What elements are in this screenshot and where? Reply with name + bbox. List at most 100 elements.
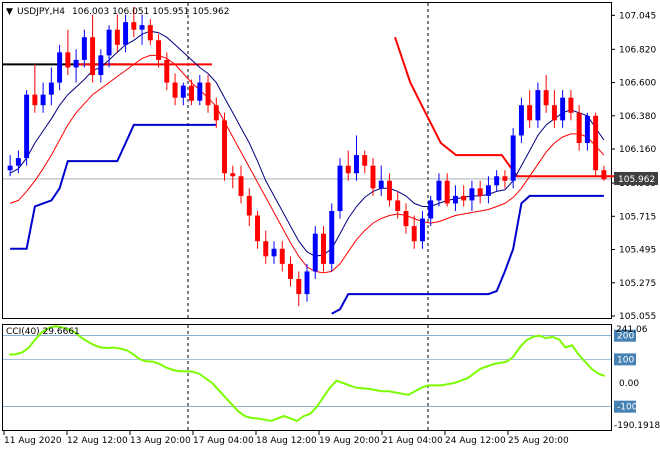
candle-body (395, 200, 401, 211)
time-label: 19 Aug 20:00 (319, 436, 380, 446)
price-tick-label: 106.160 (619, 145, 656, 155)
cci-level-tag (614, 329, 636, 342)
candle-body (518, 105, 524, 136)
symbol-timeframe: USDJPY,H4 (17, 7, 65, 17)
candle-body (584, 115, 590, 144)
candle-body (321, 233, 326, 264)
channel-high-line (394, 36, 624, 178)
candle-body (510, 135, 516, 181)
candle-body (593, 115, 599, 171)
cci-zero-label: 0.00 (619, 379, 639, 389)
time-label: 24 Aug 12:00 (445, 436, 506, 446)
candle-body (48, 82, 54, 95)
candle-body (263, 241, 269, 257)
candle-body (428, 200, 434, 219)
cci-level-label: 100 (617, 355, 634, 365)
price-tick-label: 105.055 (619, 312, 656, 322)
candle-body (114, 29, 120, 45)
candle-body (81, 37, 87, 60)
candle-body (180, 85, 186, 98)
candle-body (65, 52, 71, 68)
panel-frames (2, 2, 612, 431)
candle-body (304, 271, 310, 295)
candle-body (222, 120, 228, 174)
time-label: 17 Aug 04:00 (193, 436, 254, 446)
candle-body (147, 25, 153, 41)
candle-body (189, 85, 195, 101)
time-label: 13 Aug 20:00 (130, 436, 191, 446)
candle-body (461, 195, 467, 201)
candle-body (601, 170, 607, 180)
candle-body (271, 248, 277, 257)
candle-body (386, 180, 392, 201)
price-panel[interactable] (3, 7, 624, 315)
cci-level-tag (614, 400, 636, 413)
candle-body (560, 97, 566, 121)
grid-lines (187, 3, 429, 430)
cci-min-label: -190.1918 (614, 421, 660, 431)
candle-body (329, 210, 335, 264)
candle-body (345, 165, 351, 174)
candle-body (362, 155, 368, 166)
cci-level-label: 200 (617, 332, 634, 342)
price-tick-label: 105.495 (619, 246, 656, 256)
candle-body (32, 94, 38, 106)
candle-body (477, 188, 483, 196)
candle-body (419, 218, 425, 242)
candle-body (123, 22, 129, 45)
candle-body (73, 59, 79, 68)
cci-level-tag (614, 353, 636, 366)
candle-body (213, 105, 219, 121)
candle-body (403, 210, 409, 227)
candle-body (469, 188, 475, 201)
candle-body (172, 82, 178, 98)
current-price-label: 105.962 (618, 175, 655, 185)
candle-body (7, 165, 13, 171)
price-tick-label: 106.600 (619, 79, 656, 89)
time-label: 18 Aug 12:00 (256, 436, 317, 446)
price-tick-label: 105.715 (619, 212, 656, 222)
candle-body (527, 105, 533, 121)
time-label: 12 Aug 12:00 (67, 436, 128, 446)
time-label: 21 Aug 04:00 (382, 436, 443, 446)
ohlc-values: 106.003 106.051 105.951 105.962 (72, 7, 229, 17)
candle-body (139, 25, 145, 30)
candle-body (502, 176, 508, 181)
candle-body (444, 180, 450, 204)
cci-level-label: -100 (617, 403, 638, 413)
candle-body (98, 55, 104, 76)
axes: 107.045 106.820 106.600 106.380 106.160 105.9… (3, 11, 660, 446)
candle-body (40, 94, 46, 106)
cci-panel[interactable] (3, 325, 611, 423)
candle-body (156, 40, 162, 60)
candle-body (106, 29, 112, 56)
price-tick-label: 105.275 (619, 279, 656, 289)
candle-body (312, 233, 318, 272)
candle-body (230, 173, 236, 177)
candle-body (131, 22, 137, 30)
time-label: 25 Aug 20:00 (508, 436, 569, 446)
candle-body (494, 176, 500, 186)
candle-body (568, 97, 574, 113)
candle-body (57, 52, 63, 83)
candle-body (164, 59, 170, 83)
candle-body (535, 90, 541, 121)
cci-line (9, 325, 606, 423)
candle-body (90, 37, 96, 76)
candle-body (255, 215, 260, 242)
current-price-tag (614, 171, 658, 185)
candle-body (15, 158, 21, 166)
candle-body (24, 94, 30, 159)
dropdown-icon[interactable]: ▼ (6, 7, 13, 17)
candle-body (205, 82, 211, 106)
candle-body (543, 90, 549, 106)
price-tick-label: 107.045 (619, 11, 656, 21)
time-label: 11 Aug 2020 (4, 436, 62, 446)
candle-body (197, 82, 203, 101)
main-panel-frame (2, 2, 612, 319)
channel-low-line (331, 194, 604, 315)
candle-body (485, 185, 491, 196)
candle-body (452, 195, 458, 204)
candle-body (288, 263, 293, 279)
